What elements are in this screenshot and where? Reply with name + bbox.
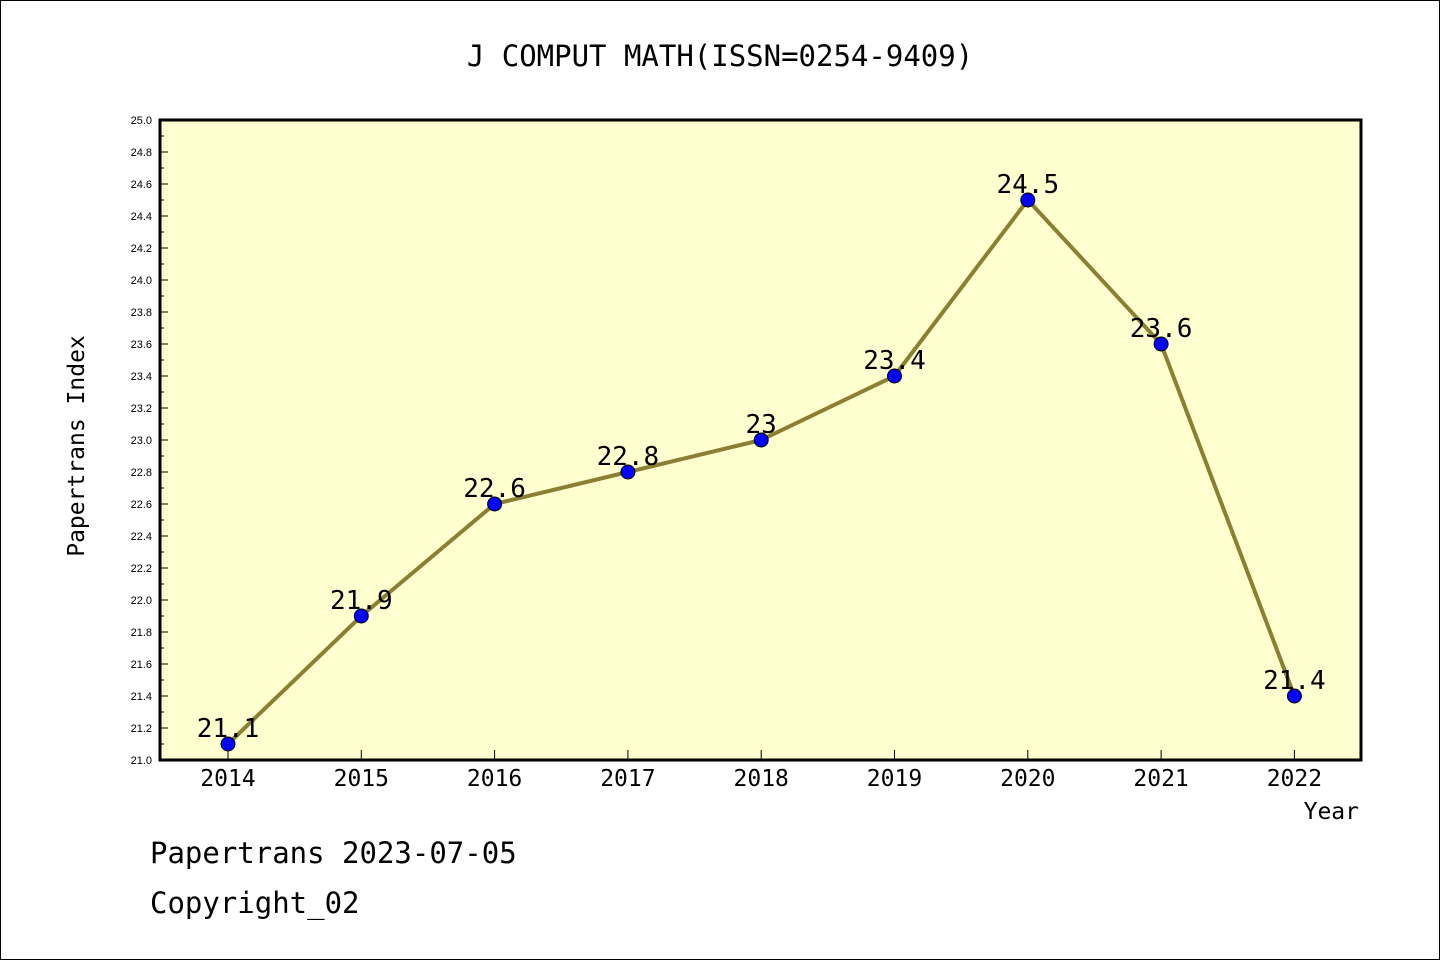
y-tick-label: 24.8 bbox=[131, 147, 152, 159]
data-label: 21.1 bbox=[197, 714, 260, 744]
data-label: 21.4 bbox=[1263, 666, 1326, 696]
data-label: 21.9 bbox=[330, 586, 393, 616]
data-point bbox=[1286, 688, 1302, 704]
y-tick-label: 23.6 bbox=[131, 339, 152, 351]
data-label: 23 bbox=[746, 410, 777, 440]
y-tick-label: 21.4 bbox=[131, 691, 152, 703]
data-point bbox=[1020, 192, 1036, 208]
y-tick-label: 21.8 bbox=[131, 627, 152, 639]
y-tick-label: 22.2 bbox=[131, 563, 152, 575]
x-tick-label: 2021 bbox=[1133, 766, 1188, 792]
y-axis: 21.0 21.2 21.4 21.6 21.8 22.0 22.2 22.4 22.6 22.8… bbox=[131, 115, 168, 767]
x-tick-label: 2015 bbox=[334, 766, 389, 792]
data-point bbox=[887, 368, 902, 384]
data-label: 23.6 bbox=[1130, 314, 1193, 344]
y-tick-label: 24.2 bbox=[131, 243, 152, 255]
footer-copyright: Copyright_02 bbox=[150, 886, 360, 920]
data-point bbox=[487, 496, 503, 512]
y-tick-label: 23.8 bbox=[131, 307, 152, 319]
x-tick-label: 2022 bbox=[1267, 766, 1322, 792]
y-axis-label: Papertrans Index bbox=[64, 335, 90, 557]
data-labels: 21.1 21.9 22.6 22.8 23 23.4 24.5 23.6 21.4 bbox=[197, 170, 1326, 744]
x-tick-label: 2014 bbox=[200, 766, 255, 792]
x-tick-label: 2017 bbox=[600, 766, 655, 792]
y-tick-label: 23.0 bbox=[131, 435, 152, 447]
x-tick-label: 2019 bbox=[867, 766, 922, 792]
y-tick-label: 23.4 bbox=[131, 371, 152, 383]
y-tick-label: 22.0 bbox=[131, 595, 152, 607]
y-tick-label: 24.6 bbox=[131, 179, 152, 191]
data-point bbox=[1153, 336, 1169, 352]
x-axis: 2014 2015 2016 2017 2018 2019 2020 2021 2022 bbox=[200, 750, 1322, 792]
data-label: 24.5 bbox=[996, 170, 1059, 200]
y-tick-label: 21.2 bbox=[131, 723, 152, 735]
y-tick-label: 25.0 bbox=[131, 115, 152, 127]
x-axis-label: Year bbox=[1304, 799, 1359, 825]
y-tick-label: 23.2 bbox=[131, 403, 152, 415]
x-tick-label: 2018 bbox=[734, 766, 789, 792]
series-markers bbox=[220, 192, 1302, 752]
data-point bbox=[353, 608, 369, 624]
footer-date: Papertrans 2023-07-05 bbox=[150, 836, 517, 870]
y-tick-label: 24.0 bbox=[131, 275, 152, 287]
y-tick-label: 21.6 bbox=[131, 659, 152, 671]
y-tick-label: 21.0 bbox=[131, 755, 152, 767]
data-label: 22.8 bbox=[597, 442, 660, 472]
y-tick-label: 24.4 bbox=[131, 211, 152, 223]
x-tick-label: 2020 bbox=[1000, 766, 1055, 792]
y-tick-label: 22.6 bbox=[131, 499, 152, 511]
data-point bbox=[220, 736, 236, 752]
data-label: 23.4 bbox=[863, 346, 926, 376]
data-label: 22.6 bbox=[463, 474, 526, 504]
data-point bbox=[620, 464, 636, 480]
y-tick-label: 22.8 bbox=[131, 467, 152, 479]
y-tick-label: 22.4 bbox=[131, 531, 152, 543]
data-point bbox=[753, 432, 769, 448]
x-tick-label: 2016 bbox=[467, 766, 522, 792]
chart-title: J COMPUT MATH(ISSN=0254-9409) bbox=[467, 39, 973, 73]
